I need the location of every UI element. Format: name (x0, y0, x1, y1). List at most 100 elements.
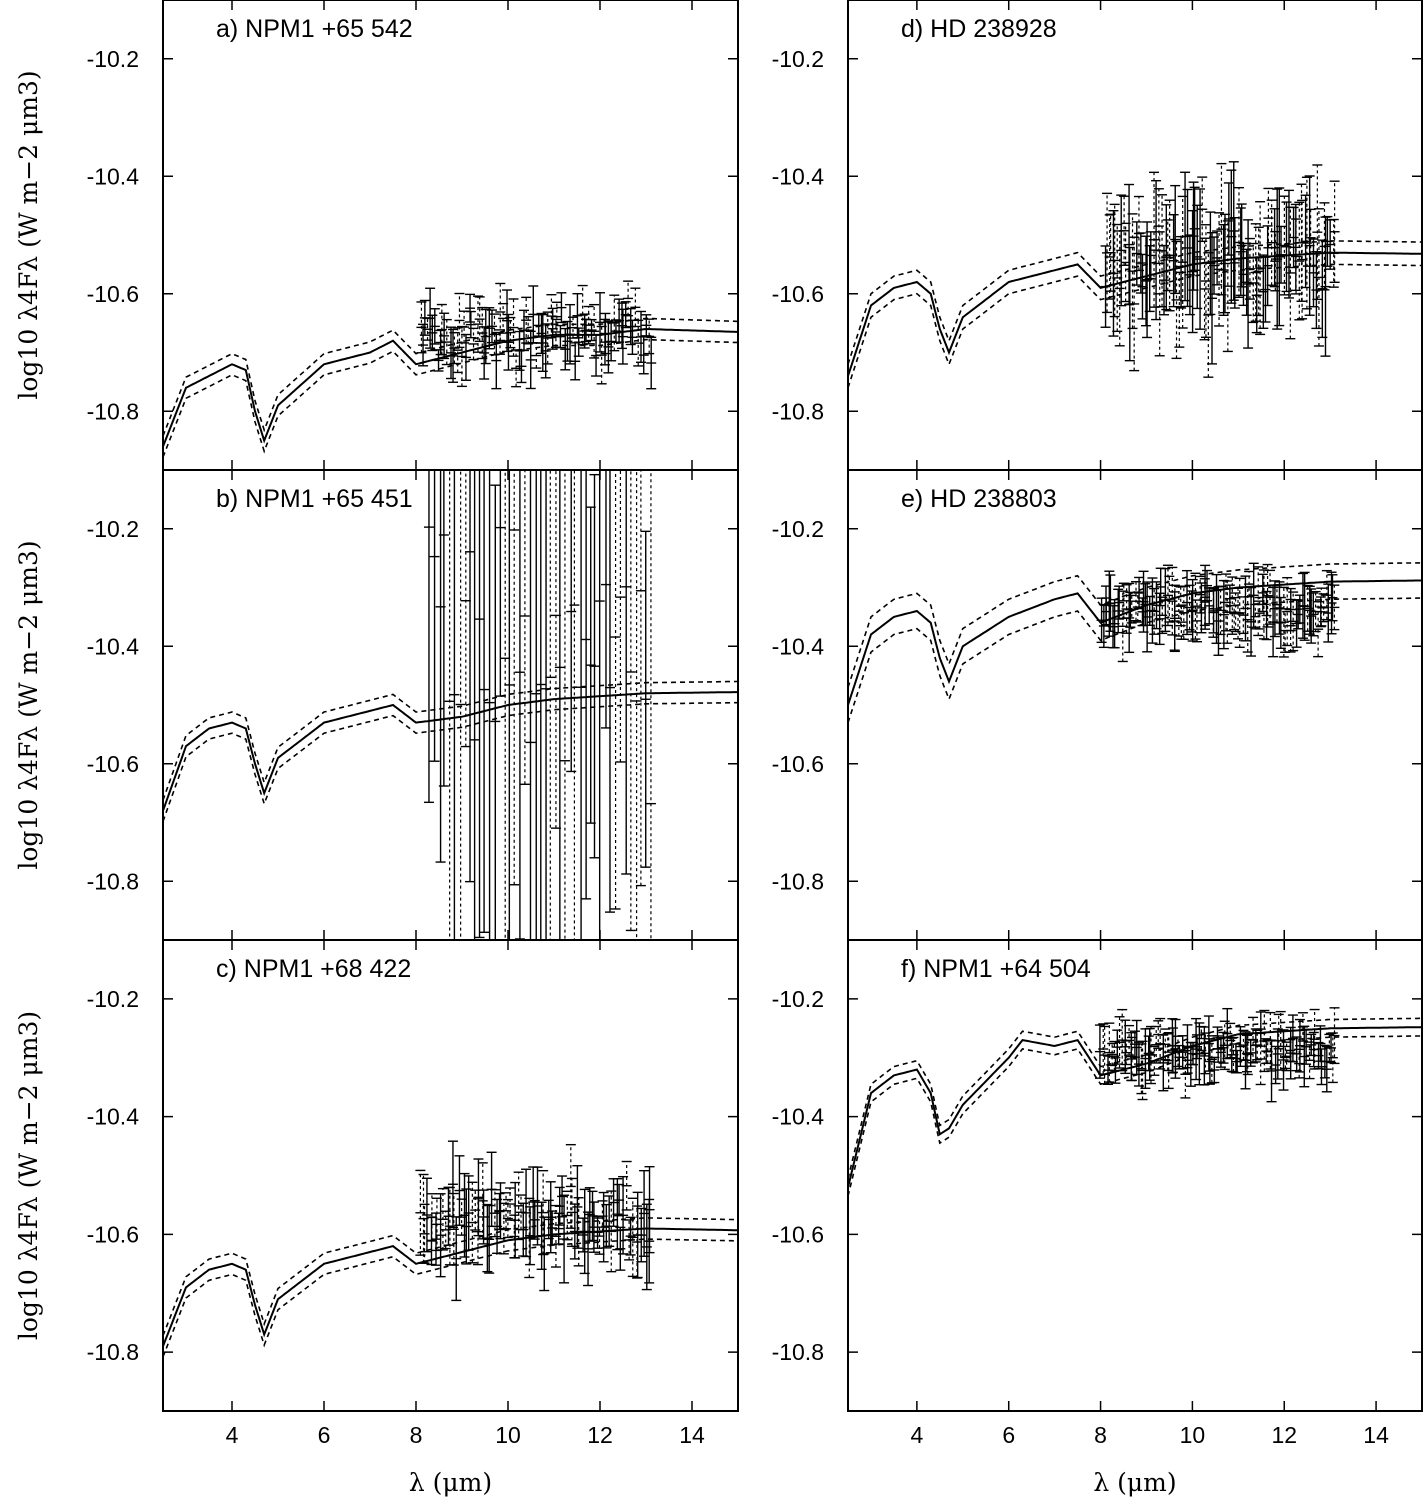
data-point (433, 349, 444, 372)
plot-area (848, 161, 1422, 388)
data-point (423, 470, 434, 804)
data-point (1187, 578, 1198, 642)
data-point (1321, 1045, 1332, 1093)
data-point (1200, 224, 1211, 338)
data-point (1258, 254, 1269, 329)
data-point (452, 327, 463, 374)
data-point (484, 470, 495, 940)
y-tick-label: -10.6 (87, 281, 139, 307)
panel-title: f) NPM1 +64 504 (901, 955, 1091, 983)
data-point (1274, 581, 1285, 635)
data-point (594, 470, 605, 940)
y-tick-label: -10.4 (772, 163, 825, 189)
data-point (645, 470, 656, 940)
panel-title: e) HD 238803 (901, 485, 1057, 513)
data-point (1222, 1007, 1233, 1060)
panel-b: -10.2 -10.4 -10.6 -10.8 b) NPM1 +65 451 log10… (14, 469, 739, 941)
data-point (1131, 1019, 1142, 1076)
data-point (556, 292, 567, 324)
plot-frame (162, 469, 739, 941)
data-point (484, 1204, 495, 1274)
data-point (1248, 562, 1259, 628)
data-point (439, 312, 450, 360)
data-point (444, 470, 455, 940)
data-point (1228, 161, 1239, 301)
data-point (1274, 187, 1285, 327)
data-point (1132, 591, 1143, 623)
data-point (1142, 581, 1153, 653)
data-point (1294, 1018, 1305, 1073)
y-tick-label: -10.4 (772, 1104, 825, 1130)
data-point (623, 280, 634, 317)
data-point (1157, 596, 1168, 635)
data-point (1219, 1020, 1230, 1071)
y-tick-label: -10.6 (87, 751, 139, 777)
data-point (1169, 584, 1180, 653)
data-point (1262, 563, 1273, 628)
data-point (1279, 195, 1290, 296)
data-point (615, 470, 626, 763)
data-point (502, 1198, 513, 1239)
data-point (1240, 1031, 1251, 1090)
data-point (479, 326, 490, 380)
data-point (1244, 570, 1255, 598)
data-point (557, 1175, 568, 1218)
data-point (641, 314, 652, 337)
y-tick-label: -10.2 (87, 46, 139, 72)
data-point (1143, 1035, 1154, 1072)
data-point (1177, 1035, 1188, 1070)
data-point (508, 298, 519, 357)
data-point (1154, 231, 1165, 357)
data-point (621, 1160, 632, 1211)
data-point (1262, 225, 1273, 307)
x-axis-label: λ (μm) (409, 1468, 492, 1497)
data-point (1269, 580, 1280, 638)
data-point (1180, 171, 1191, 302)
y-tick-label: -10.6 (772, 751, 824, 777)
data-point (1189, 186, 1200, 271)
data-point (572, 1165, 583, 1249)
data-point (525, 470, 536, 940)
data-point (540, 323, 551, 379)
data-point (1218, 224, 1229, 316)
data-point (514, 470, 525, 940)
data-point (1283, 189, 1294, 299)
x-tick-label: 6 (1002, 1422, 1015, 1448)
data-point (547, 307, 558, 350)
model-upper-bound (163, 680, 738, 801)
plot-area (163, 1140, 738, 1358)
y-tick-label: -10.6 (772, 281, 824, 307)
data-point (641, 1203, 652, 1291)
panel-f: 4 6 8 10 12 14 -10.2 -10.4 -10.6 -10.8 f) NPM1 +64… (772, 939, 1423, 1497)
plot-area (848, 562, 1422, 723)
panel-title: b) NPM1 +65 451 (216, 485, 413, 513)
model-lower-bound (848, 1035, 1422, 1197)
data-point (1253, 226, 1264, 317)
data-point (586, 318, 597, 342)
data-point (422, 317, 433, 341)
model-upper-bound (163, 1217, 738, 1336)
data-point (460, 470, 471, 748)
data-point (419, 1203, 430, 1264)
data-point (1329, 1007, 1340, 1065)
data-point (448, 1192, 459, 1266)
data-point (474, 470, 485, 939)
model-curve (848, 1026, 1422, 1188)
y-tick-label: -10.8 (772, 868, 824, 894)
data-point (473, 1158, 484, 1237)
panel-title: a) NPM1 +65 542 (216, 15, 413, 43)
plot-area (163, 280, 738, 458)
data-point (1304, 1041, 1315, 1080)
panel-title: d) HD 238928 (901, 15, 1057, 43)
model-curve (163, 691, 738, 812)
x-tick-label: 14 (1363, 1422, 1389, 1448)
data-point (1207, 232, 1218, 365)
data-point (554, 1186, 565, 1226)
x-tick-label: 4 (910, 1422, 923, 1448)
data-point (1235, 207, 1246, 297)
panel-d: -10.2 -10.4 -10.6 -10.8 d) HD 238928 (772, 0, 1423, 471)
data-point (576, 470, 587, 940)
data-point (578, 1217, 589, 1253)
y-axis-label: log10 λ4Fλ (W m−2 μm3) (14, 540, 43, 869)
data-point (1299, 571, 1310, 641)
